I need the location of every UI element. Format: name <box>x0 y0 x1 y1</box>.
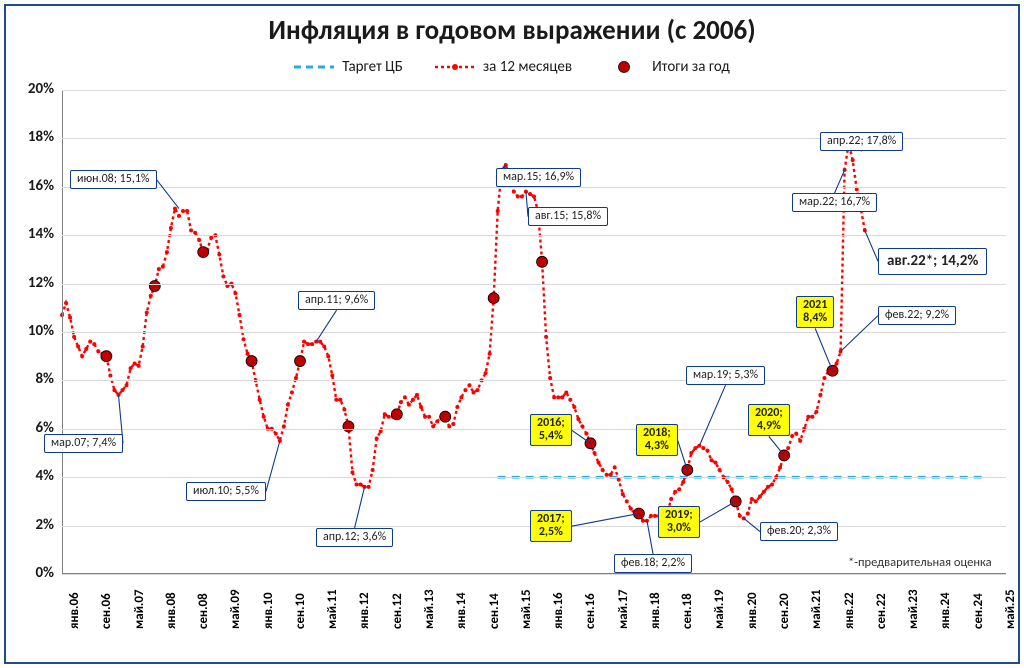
year-callout: 2016;5,4% <box>530 414 572 446</box>
yearpoint-swatch <box>604 60 644 74</box>
year-callout: 2020;4,9% <box>748 404 790 436</box>
x-tick-label: янв.10 <box>261 592 276 629</box>
x-tick-label: май.11 <box>325 589 340 629</box>
x-tick-label: май.09 <box>228 589 243 629</box>
gridline-h <box>62 235 1006 236</box>
annotation-callout: мар.19; 5,3% <box>686 366 765 385</box>
x-tick-label: сен.24 <box>971 593 986 629</box>
series-swatch <box>435 60 475 74</box>
x-tick-label: сен.20 <box>777 593 792 629</box>
annotation-callout: мар.15; 16,9% <box>496 168 581 187</box>
gridline-h <box>62 284 1006 285</box>
y-tick-label: 16% <box>14 177 54 195</box>
x-tick-label: янв.18 <box>648 592 663 629</box>
x-tick-label: май.23 <box>906 589 921 629</box>
legend-item-series: за 12 месяцев <box>435 58 572 76</box>
y-tick-label: 2% <box>14 516 54 534</box>
legend-item-yearpoint: Итоги за год <box>604 58 730 76</box>
legend: Таргет ЦБ за 12 месяцев Итоги за год <box>0 58 1024 76</box>
x-tick-label: янв.20 <box>745 592 760 629</box>
x-tick-label: май.25 <box>1003 589 1018 629</box>
y-tick-label: 0% <box>14 564 54 582</box>
x-tick-label: янв.12 <box>357 592 372 629</box>
y-tick-label: 10% <box>14 322 54 340</box>
chart-title: Инфляция в годовом выражении (с 2006) <box>0 14 1024 47</box>
x-tick-label: янв.14 <box>454 592 469 629</box>
legend-item-target: Таргет ЦБ <box>294 58 403 76</box>
annotation-callout: авг.15; 15,8% <box>528 207 608 226</box>
annotation-callout: фев.20; 2,3% <box>760 522 838 541</box>
x-tick-label: май.17 <box>616 589 631 629</box>
annotation-callout: мар.22; 16,7% <box>792 193 877 212</box>
gridline-h <box>62 574 1006 575</box>
x-tick-label: янв.22 <box>842 592 857 629</box>
annotation-callout: апр.11; 9,6% <box>298 291 375 310</box>
x-tick-label: сен.08 <box>196 593 211 629</box>
x-tick-label: май.21 <box>809 589 824 629</box>
legend-label: Итоги за год <box>652 58 730 76</box>
annotation-callout: фев.22; 9,2% <box>878 306 956 325</box>
x-tick-label: янв.08 <box>164 592 179 629</box>
plot-area <box>62 90 1006 574</box>
x-tick-label: сен.18 <box>680 593 695 629</box>
x-tick-label: сен.06 <box>99 593 114 629</box>
y-tick-label: 14% <box>14 225 54 243</box>
annotation-callout: апр.12; 3,6% <box>316 528 393 547</box>
y-tick-label: 18% <box>14 128 54 146</box>
x-tick-label: сен.22 <box>874 593 889 629</box>
gridline-h <box>62 380 1006 381</box>
y-tick-label: 20% <box>14 80 54 98</box>
annotation-callout: июн.08; 15,1% <box>70 170 157 189</box>
x-tick-label: сен.14 <box>487 593 502 629</box>
year-callout: 20218,4% <box>796 296 834 328</box>
annotation-callout: июл.10; 5,5% <box>186 482 266 501</box>
x-tick-label: май.19 <box>712 589 727 629</box>
x-tick-label: янв.16 <box>551 592 566 629</box>
annotation-callout: авг.22*; 14,2% <box>878 248 987 275</box>
y-tick-label: 8% <box>14 370 54 388</box>
y-tick-label: 12% <box>14 274 54 292</box>
legend-label: Таргет ЦБ <box>342 58 403 76</box>
legend-label: за 12 месяцев <box>483 58 572 76</box>
x-tick-label: сен.10 <box>293 593 308 629</box>
gridline-h <box>62 332 1006 333</box>
x-tick-label: сен.12 <box>390 593 405 629</box>
footnote: *-предварительная оценка <box>848 555 992 570</box>
x-tick-label: май.07 <box>132 589 147 629</box>
x-tick-label: май.15 <box>519 589 534 629</box>
x-tick-label: сен.16 <box>583 593 598 629</box>
gridline-h <box>62 477 1006 478</box>
target-swatch <box>294 60 334 74</box>
gridline-h <box>62 90 1006 91</box>
year-callout: 2018;4,3% <box>636 424 678 456</box>
annotation-callout: фев.18; 2,2% <box>614 554 692 573</box>
y-tick-label: 4% <box>14 467 54 485</box>
x-tick-label: май.13 <box>422 589 437 629</box>
year-callout: 2019;3,0% <box>658 506 700 538</box>
x-tick-label: янв.06 <box>67 592 82 629</box>
annotation-callout: мар.07; 7,4% <box>44 434 123 453</box>
year-callout: 2017;2,5% <box>530 510 572 542</box>
x-tick-label: янв.24 <box>938 592 953 629</box>
annotation-callout: апр.22; 17,8% <box>820 132 903 151</box>
